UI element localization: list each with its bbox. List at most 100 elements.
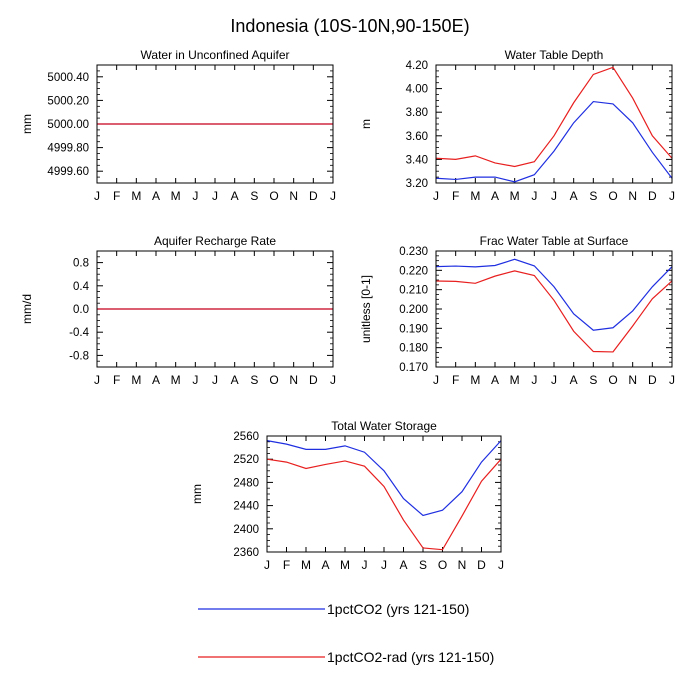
x-tick-label: A bbox=[231, 189, 239, 203]
x-tick-label: A bbox=[321, 558, 329, 572]
x-tick-label: S bbox=[589, 373, 597, 387]
y-tick-label: 2400 bbox=[233, 524, 259, 536]
y-tick-label: 0.0 bbox=[73, 304, 89, 316]
series-line bbox=[435, 270, 673, 353]
x-tick-label: J bbox=[212, 373, 218, 387]
chart-panel: Frac Water Table at Surface unitless [0-1… bbox=[359, 234, 675, 387]
x-tick-label: A bbox=[491, 189, 499, 203]
x-tick-label: J bbox=[381, 558, 387, 572]
y-tick-label: 2520 bbox=[233, 454, 259, 466]
y-tick-label: 4.00 bbox=[406, 84, 428, 96]
x-tick-label: J bbox=[94, 189, 100, 203]
y-tick-label: 2480 bbox=[233, 477, 259, 489]
x-tick-label: D bbox=[648, 373, 657, 387]
x-tick-label: M bbox=[340, 558, 350, 572]
x-tick-label: J bbox=[551, 373, 557, 387]
series-line bbox=[266, 458, 502, 551]
page-title: Indonesia (10S-10N,90-150E) bbox=[230, 16, 469, 36]
x-tick-label: M bbox=[171, 189, 181, 203]
x-tick-label: J bbox=[362, 558, 368, 572]
x-tick-label: J bbox=[192, 189, 198, 203]
y-tick-label: 0.170 bbox=[399, 362, 428, 374]
y-tick-label: 2560 bbox=[233, 431, 259, 443]
x-tick-label: J bbox=[212, 189, 218, 203]
y-tick-label: 3.40 bbox=[406, 154, 428, 166]
y-tick-label: 0.4 bbox=[73, 281, 90, 293]
y-axis-label: m bbox=[359, 119, 373, 129]
x-tick-label: J bbox=[192, 373, 198, 387]
x-tick-label: N bbox=[289, 373, 298, 387]
x-tick-label: J bbox=[669, 189, 675, 203]
y-axis-label: mm bbox=[190, 484, 204, 504]
x-tick-label: A bbox=[231, 373, 239, 387]
x-tick-label: O bbox=[438, 558, 447, 572]
y-tick-label: 3.80 bbox=[406, 107, 428, 119]
y-axis-label: mm/d bbox=[20, 294, 34, 324]
x-tick-label: A bbox=[570, 373, 578, 387]
series-line bbox=[435, 100, 673, 183]
y-tick-label: 0.180 bbox=[399, 343, 428, 355]
x-tick-label: J bbox=[498, 558, 504, 572]
y-tick-label: -0.4 bbox=[69, 327, 89, 339]
y-tick-label: 4999.60 bbox=[47, 166, 89, 178]
y-tick-label: 2440 bbox=[233, 501, 259, 513]
series-line bbox=[435, 66, 673, 168]
y-tick-label: 2360 bbox=[233, 547, 259, 559]
x-tick-label: J bbox=[94, 373, 100, 387]
x-tick-label: S bbox=[589, 189, 597, 203]
y-tick-label: 5000.40 bbox=[47, 72, 89, 84]
x-tick-label: J bbox=[433, 189, 439, 203]
x-tick-label: J bbox=[669, 373, 675, 387]
x-tick-label: A bbox=[152, 373, 160, 387]
y-tick-label: 0.220 bbox=[399, 265, 428, 277]
x-tick-label: O bbox=[269, 189, 278, 203]
y-tick-label: 3.60 bbox=[406, 131, 428, 143]
x-tick-label: J bbox=[531, 373, 537, 387]
legend-label: 1pctCO2 (yrs 121-150) bbox=[327, 601, 469, 617]
y-tick-label: 5000.00 bbox=[47, 119, 89, 131]
x-tick-label: M bbox=[510, 373, 520, 387]
y-tick-label: 4.20 bbox=[406, 60, 428, 72]
x-tick-label: F bbox=[452, 189, 459, 203]
x-tick-label: F bbox=[113, 189, 120, 203]
x-tick-label: N bbox=[289, 189, 298, 203]
y-tick-label: -0.8 bbox=[69, 350, 89, 362]
x-tick-label: M bbox=[171, 373, 181, 387]
chart-title: Water Table Depth bbox=[505, 48, 604, 62]
x-tick-label: N bbox=[628, 189, 637, 203]
x-tick-label: F bbox=[283, 558, 290, 572]
legend: 1pctCO2 (yrs 121-150) 1pctCO2-rad (yrs 12… bbox=[198, 601, 494, 665]
x-tick-label: A bbox=[152, 189, 160, 203]
x-tick-label: D bbox=[477, 558, 486, 572]
plot-frame bbox=[266, 435, 502, 553]
y-axis-label: mm bbox=[20, 114, 34, 134]
chart-title: Aquifer Recharge Rate bbox=[154, 234, 276, 248]
y-axis-label: unitless [0-1] bbox=[359, 275, 373, 343]
chart-title: Frac Water Table at Surface bbox=[480, 234, 629, 248]
plot-frame bbox=[96, 250, 334, 368]
x-tick-label: S bbox=[250, 189, 258, 203]
chart-title: Total Water Storage bbox=[331, 419, 437, 433]
y-tick-label: 0.190 bbox=[399, 323, 428, 335]
chart-title: Water in Unconfined Aquifer bbox=[141, 48, 290, 62]
x-tick-label: D bbox=[309, 189, 318, 203]
x-tick-label: O bbox=[608, 373, 617, 387]
y-tick-label: 0.8 bbox=[73, 258, 89, 270]
x-tick-label: J bbox=[433, 373, 439, 387]
plot-frame bbox=[96, 64, 334, 184]
x-tick-label: S bbox=[250, 373, 258, 387]
y-tick-label: 5000.20 bbox=[47, 95, 89, 107]
y-tick-label: 4999.80 bbox=[47, 143, 89, 155]
x-tick-label: M bbox=[470, 189, 480, 203]
x-tick-label: O bbox=[608, 189, 617, 203]
x-tick-label: J bbox=[531, 189, 537, 203]
series-line bbox=[266, 440, 502, 517]
x-tick-label: S bbox=[419, 558, 427, 572]
x-tick-label: A bbox=[570, 189, 578, 203]
legend-label: 1pctCO2-rad (yrs 121-150) bbox=[327, 649, 494, 665]
x-tick-label: A bbox=[491, 373, 499, 387]
